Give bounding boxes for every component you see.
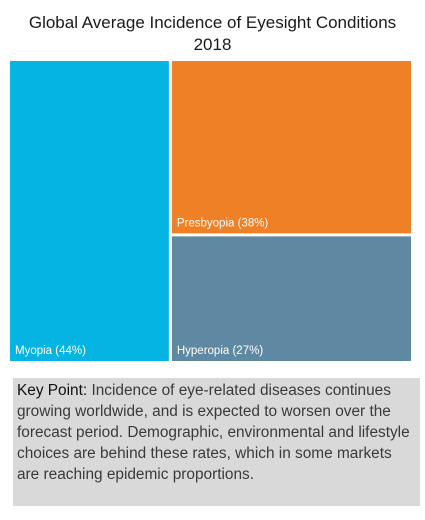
key-point-label: Key Point: xyxy=(17,382,88,399)
chart-title-line2: 2018 xyxy=(193,35,232,54)
treemap-tile-hyperopia xyxy=(171,236,411,361)
treemap-tile-myopia xyxy=(10,61,169,361)
key-point-text: Incidence of eye-related diseases contin… xyxy=(17,382,410,483)
treemap-label-hyperopia: Hyperopia (27%) xyxy=(177,345,263,357)
key-point-box: Key Point: Incidence of eye-related dise… xyxy=(13,378,420,506)
treemap-tile-presbyopia xyxy=(171,61,411,234)
treemap-chart: Myopia (44%) Presbyopia (38%) Hyperopia (2… xyxy=(10,61,411,361)
treemap-label-presbyopia: Presbyopia (38%) xyxy=(177,217,269,229)
chart-title: Global Average Incidence of Eyesight Con… xyxy=(0,12,425,56)
treemap-label-myopia: Myopia (44%) xyxy=(15,345,86,357)
chart-title-line1: Global Average Incidence of Eyesight Con… xyxy=(28,13,397,32)
